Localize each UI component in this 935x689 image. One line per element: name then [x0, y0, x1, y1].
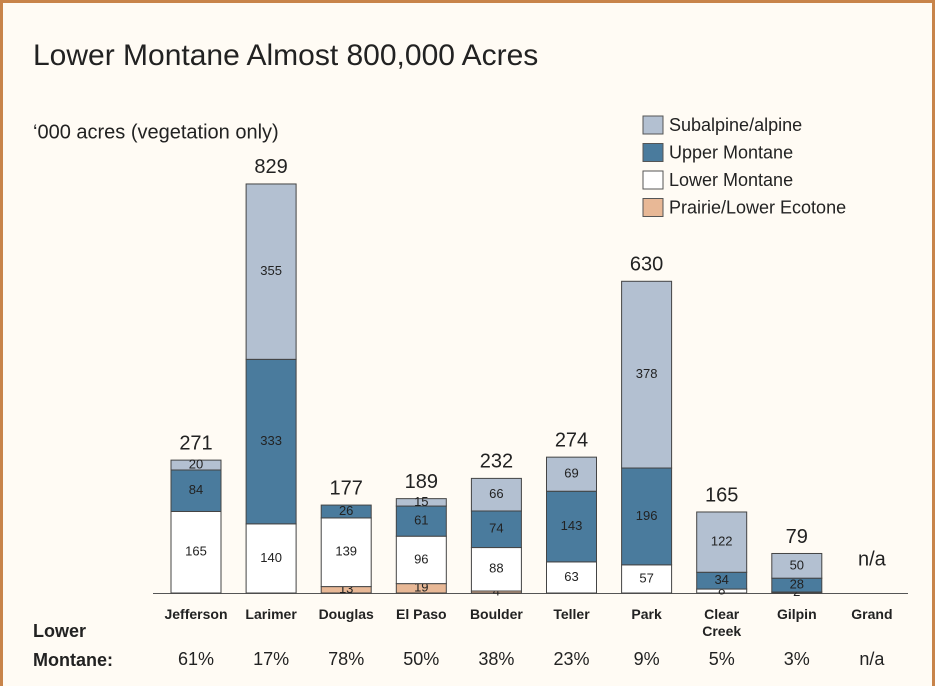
- segment-label: 84: [189, 482, 203, 497]
- bar-segment: [771, 552, 823, 579]
- chart-title: Lower Montane Almost 800,000 Acres: [33, 39, 538, 72]
- segment-label: 122: [711, 534, 733, 549]
- share-label: 17%: [253, 649, 289, 669]
- legend-swatch: [642, 115, 664, 135]
- bar-segment: [696, 511, 748, 573]
- share-label: 9%: [634, 649, 660, 669]
- segment-label: 26: [339, 503, 353, 518]
- bar-segment: [546, 456, 597, 492]
- legend-swatch: [642, 143, 664, 162]
- x-tick-label: Clear Creek: [702, 606, 742, 639]
- share-row-label: Lower Montane:: [33, 621, 113, 670]
- x-tick-label: Park: [631, 606, 662, 622]
- share-label: 78%: [328, 649, 364, 669]
- bar-segment: [395, 535, 447, 585]
- bar-segment: [395, 505, 447, 537]
- share-label: 23%: [553, 649, 589, 669]
- segment-label: 140: [260, 550, 282, 565]
- segment-label: 333: [260, 433, 282, 448]
- share-label: 5%: [709, 649, 735, 669]
- segment-label: 74: [489, 521, 503, 536]
- bar-segment: [245, 523, 297, 594]
- bar-segment: [170, 459, 222, 471]
- total-label: 165: [705, 484, 738, 506]
- bar-segment: [320, 517, 372, 588]
- total-label: 829: [254, 156, 287, 178]
- total-missing-label: n/a: [858, 548, 887, 570]
- bar-segment: [470, 547, 522, 592]
- bar-segment: [245, 183, 297, 360]
- legend-label: Subalpine/alpine: [669, 115, 802, 135]
- bar-segment: [470, 510, 522, 549]
- segment-label: 20: [189, 456, 203, 471]
- share-label: n/a: [859, 649, 885, 669]
- x-tick-label: El Paso: [396, 606, 447, 622]
- bar-segment: [470, 477, 522, 512]
- x-tick-label: Larimer: [245, 606, 297, 622]
- segment-label: 139: [335, 544, 357, 559]
- segment-label: 69: [564, 466, 578, 481]
- segment-label: 15: [414, 494, 428, 509]
- legend-label: Prairie/Lower Ecotone: [669, 197, 846, 217]
- chart-subtitle: ‘000 acres (vegetation only): [33, 121, 279, 143]
- x-tick-label: Boulder: [469, 606, 523, 622]
- bar-segment: [621, 280, 673, 469]
- share-label: 38%: [478, 649, 514, 669]
- x-tick-label: Douglas: [318, 606, 374, 622]
- total-label: 630: [630, 254, 663, 276]
- bar-segment: [546, 490, 597, 563]
- segment-label: 96: [414, 551, 428, 566]
- total-label: 79: [786, 526, 808, 548]
- share-label: 3%: [784, 649, 810, 669]
- bar-segment: [170, 469, 222, 512]
- segment-label: 50: [790, 557, 804, 572]
- x-tick-label: Teller: [553, 606, 590, 622]
- x-tick-label: Grand: [851, 606, 893, 622]
- legend-label: Upper Montane: [669, 142, 793, 162]
- segment-label: 57: [639, 570, 653, 585]
- total-label: 232: [480, 451, 513, 473]
- legend-swatch: [642, 198, 664, 217]
- segment-label: 66: [489, 486, 503, 501]
- segment-label: 61: [414, 513, 428, 528]
- total-label: 271: [179, 432, 212, 454]
- share-label: 61%: [178, 649, 214, 669]
- total-label: 177: [330, 477, 363, 499]
- bar-segment: [245, 358, 297, 525]
- chart: Lower Montane Almost 800,000 Acres ‘000 …: [33, 39, 908, 669]
- bar-segment: [621, 564, 673, 594]
- segment-label: 34: [714, 572, 728, 587]
- segment-label: 28: [790, 577, 804, 592]
- bar-segment: [546, 561, 597, 594]
- legend-label: Lower Montane: [669, 170, 793, 190]
- segment-label: 355: [260, 263, 282, 278]
- bar-segment: [621, 467, 673, 566]
- segment-label: 143: [561, 518, 583, 533]
- bar-segment: [170, 510, 222, 594]
- segment-label: 8: [718, 582, 725, 597]
- total-label: 274: [555, 429, 588, 451]
- total-label: 189: [405, 471, 438, 493]
- x-tick-label: Gilpin: [776, 606, 817, 622]
- legend-swatch: [642, 170, 664, 190]
- bar-segment: [395, 498, 447, 507]
- segment-label: 378: [636, 366, 658, 381]
- segment-label: 63: [564, 569, 578, 584]
- bar-segment: [320, 504, 372, 519]
- share-label: 50%: [403, 649, 439, 669]
- segment-label: 196: [636, 508, 658, 523]
- x-tick-label: Jefferson: [164, 606, 228, 622]
- segment-label: 165: [185, 544, 207, 559]
- segment-label: 88: [489, 561, 503, 576]
